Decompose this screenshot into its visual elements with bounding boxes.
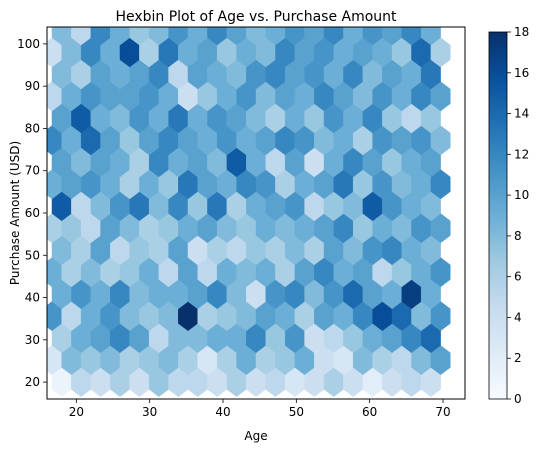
hex-cell (81, 0, 100, 23)
x-tick-label: 30 (142, 405, 157, 419)
hex-cell (382, 0, 401, 1)
x-tick-label: 20 (69, 405, 84, 419)
hex-cell (148, 27, 169, 46)
hex-cell (266, 0, 285, 1)
colorbar-tick-label: 0 (514, 392, 522, 406)
y-tick-label: 40 (25, 291, 40, 305)
y-tick-label: 70 (25, 164, 40, 178)
hex-cell (168, 27, 189, 46)
y-tick-label: 80 (25, 121, 40, 135)
hex-cell (71, 27, 92, 46)
hex-cell (188, 0, 207, 1)
hex-cell (246, 0, 265, 1)
hex-cell (421, 0, 440, 1)
y-tick-label: 100 (17, 37, 40, 51)
hex-cell (110, 27, 130, 46)
chart-title: Hexbin Plot of Age vs. Purchase Amount (115, 9, 397, 25)
hex-cell (420, 27, 441, 46)
hex-cell (343, 27, 364, 46)
hex-cell (411, 0, 430, 23)
hex-cell (51, 27, 72, 46)
hex-cell (323, 27, 344, 46)
y-tick-label: 50 (25, 248, 40, 262)
x-axis-ticks: 20 30 40 50 60 70 (69, 399, 451, 419)
colorbar (488, 31, 508, 400)
hexbin-cells (42, 0, 451, 398)
hex-cell (187, 27, 208, 46)
colorbar-tick-label: 14 (514, 107, 529, 121)
hex-cell (207, 0, 226, 1)
y-tick-label: 20 (25, 375, 40, 389)
y-axis-ticks: 20 30 40 50 60 70 80 90 100 (17, 37, 47, 389)
hex-cell (207, 27, 228, 46)
hex-cell (362, 27, 383, 46)
hex-cell (226, 27, 247, 46)
hex-cell (129, 27, 150, 46)
x-tick-label: 70 (435, 405, 450, 419)
x-tick-label: 60 (362, 405, 377, 419)
hex-cell (246, 27, 266, 46)
hex-cell (42, 0, 61, 23)
y-axis-label: Purchase Amount (USD) (8, 141, 22, 285)
colorbar-tick-label: 4 (514, 310, 522, 324)
colorbar-tick-label: 10 (514, 188, 529, 202)
hex-cell (431, 0, 450, 23)
hex-cell (343, 0, 362, 1)
colorbar-tick-label: 8 (514, 229, 522, 243)
hex-cell (91, 0, 110, 1)
hex-cell (324, 0, 343, 1)
colorbar-tick-label: 18 (514, 25, 529, 39)
hex-cell (402, 0, 421, 1)
hex-cell (52, 0, 71, 1)
hex-cell (110, 0, 129, 1)
y-tick-label: 30 (25, 333, 40, 347)
y-tick-label: 60 (25, 206, 40, 220)
hex-cell (285, 0, 304, 1)
hex-cell (227, 0, 246, 1)
x-tick-label: 40 (215, 405, 230, 419)
colorbar-tick-label: 2 (514, 351, 522, 365)
x-axis-label: Age (244, 429, 267, 443)
hex-cell (149, 0, 168, 1)
hex-cell (71, 0, 90, 1)
hex-cell (169, 0, 188, 1)
hex-cell (265, 27, 286, 46)
hex-cell (62, 0, 81, 23)
hex-cell (284, 27, 305, 46)
hex-cell (305, 0, 324, 1)
colorbar-tick-label: 16 (514, 66, 529, 80)
hex-cell (304, 27, 325, 46)
hex-cell (130, 0, 149, 1)
colorbar-tick-label: 12 (514, 147, 529, 161)
hex-cell (90, 27, 111, 46)
hex-cell (382, 27, 402, 46)
x-tick-label: 50 (289, 405, 304, 419)
colorbar-tick-label: 6 (514, 270, 522, 284)
hex-cell (401, 27, 422, 46)
colorbar-ticks: 0 2 4 6 8 10 12 14 16 18 (507, 25, 529, 406)
y-tick-label: 90 (25, 79, 40, 93)
hex-cell (363, 0, 382, 1)
